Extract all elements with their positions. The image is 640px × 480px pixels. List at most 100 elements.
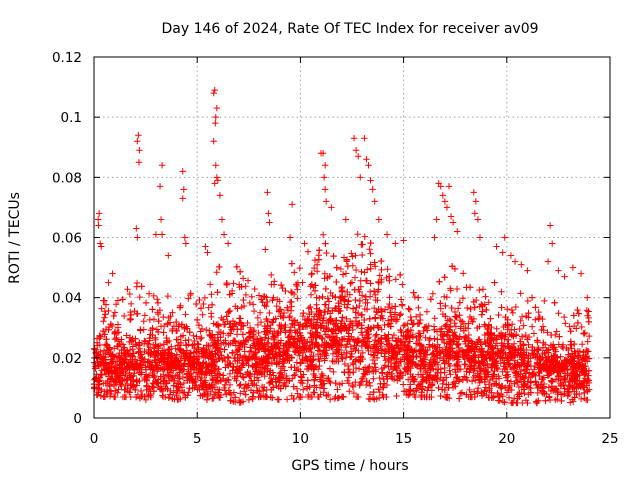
data-point	[383, 393, 390, 401]
data-point	[283, 346, 290, 354]
data-point	[360, 366, 367, 373]
data-point	[316, 294, 323, 302]
data-point	[346, 369, 354, 377]
data-point	[443, 331, 451, 339]
data-point	[127, 311, 135, 319]
data-point	[282, 321, 289, 329]
data-point	[453, 285, 461, 293]
data-point	[290, 383, 297, 390]
data-point	[438, 325, 445, 332]
data-point	[386, 300, 393, 308]
data-point	[582, 362, 589, 370]
data-point	[393, 392, 400, 400]
data-point	[369, 394, 377, 402]
data-point	[461, 361, 469, 368]
data-point	[413, 362, 421, 370]
data-point	[390, 331, 398, 339]
data-point	[345, 374, 353, 381]
data-point	[312, 334, 319, 341]
data-point	[524, 359, 532, 367]
data-point	[422, 367, 430, 375]
data-point	[208, 355, 215, 363]
data-point	[315, 355, 322, 363]
data-point	[481, 370, 488, 378]
data-point	[100, 393, 107, 400]
data-point	[98, 305, 105, 312]
data-point	[208, 291, 215, 298]
data-point	[173, 351, 181, 358]
data-point	[176, 375, 183, 382]
data-point	[498, 288, 505, 296]
data-point	[175, 383, 182, 391]
data-point	[281, 367, 288, 374]
data-point	[482, 340, 489, 347]
data-point	[199, 311, 206, 318]
data-point	[498, 333, 505, 340]
data-point	[395, 362, 402, 370]
data-point	[145, 290, 153, 297]
data-point	[544, 329, 551, 336]
data-point	[317, 322, 324, 329]
data-point	[497, 347, 505, 355]
data-point	[230, 398, 237, 405]
data-point	[495, 311, 502, 319]
data-point	[471, 352, 478, 359]
data-point	[583, 367, 590, 375]
data-point	[253, 374, 261, 381]
data-point	[539, 323, 547, 330]
data-point	[304, 248, 312, 255]
data-point	[570, 312, 577, 319]
data-point	[327, 315, 335, 322]
data-point	[456, 348, 464, 355]
data-point	[451, 265, 459, 273]
data-point	[409, 373, 417, 380]
data-point	[348, 350, 356, 358]
data-point	[420, 327, 427, 335]
data-point	[142, 396, 150, 404]
data-point	[219, 356, 226, 364]
data-point	[488, 389, 495, 396]
data-point	[352, 356, 360, 363]
data-point	[468, 340, 475, 347]
data-point	[531, 347, 538, 354]
data-point	[366, 363, 373, 370]
data-point	[353, 304, 360, 311]
data-point	[268, 386, 275, 394]
data-point	[478, 392, 486, 399]
data-point	[414, 294, 422, 301]
data-point	[490, 380, 498, 388]
data-point	[229, 339, 237, 347]
data-point	[245, 382, 252, 389]
data-point	[311, 282, 319, 289]
data-point	[267, 394, 274, 401]
data-point	[249, 301, 257, 308]
data-point	[294, 390, 301, 397]
data-point	[282, 287, 289, 295]
data-point	[147, 393, 155, 401]
data-point	[567, 338, 575, 345]
data-point	[345, 366, 353, 373]
data-point	[326, 378, 333, 385]
data-point	[245, 396, 253, 404]
data-point	[571, 348, 578, 355]
data-point	[265, 340, 272, 348]
data-point	[94, 342, 101, 349]
data-point	[481, 321, 488, 328]
data-point	[279, 284, 286, 292]
data-point	[400, 322, 407, 330]
data-point	[407, 381, 414, 388]
data-point	[130, 350, 137, 357]
data-point	[223, 281, 231, 288]
data-point	[123, 332, 130, 339]
data-point	[249, 342, 257, 349]
data-point	[342, 354, 350, 361]
data-point	[250, 326, 258, 334]
data-point	[512, 303, 520, 311]
data-point	[261, 328, 268, 335]
data-point	[256, 309, 264, 316]
data-point	[194, 359, 201, 367]
data-point	[507, 350, 514, 357]
data-point	[208, 301, 216, 309]
data-point	[441, 360, 448, 367]
data-point	[312, 374, 319, 381]
